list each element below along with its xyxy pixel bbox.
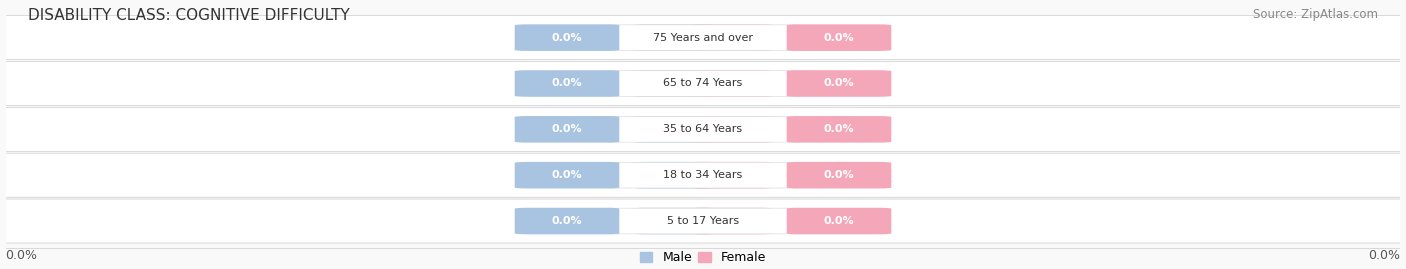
FancyBboxPatch shape: [787, 208, 891, 234]
FancyBboxPatch shape: [633, 208, 716, 234]
FancyBboxPatch shape: [787, 24, 891, 51]
Text: 0.0%: 0.0%: [551, 170, 582, 180]
FancyBboxPatch shape: [787, 70, 891, 97]
FancyBboxPatch shape: [606, 162, 800, 188]
FancyBboxPatch shape: [690, 162, 773, 189]
Text: 0.0%: 0.0%: [824, 124, 855, 134]
FancyBboxPatch shape: [515, 24, 619, 51]
FancyBboxPatch shape: [690, 24, 773, 51]
FancyBboxPatch shape: [6, 107, 1400, 151]
Text: 0.0%: 0.0%: [824, 79, 855, 89]
Text: 0.0%: 0.0%: [1368, 249, 1400, 263]
FancyBboxPatch shape: [633, 116, 716, 143]
FancyBboxPatch shape: [690, 208, 773, 234]
Text: 0.0%: 0.0%: [551, 33, 582, 43]
Text: 75 Years and over: 75 Years and over: [652, 33, 754, 43]
FancyBboxPatch shape: [515, 116, 619, 143]
FancyBboxPatch shape: [515, 208, 619, 234]
FancyBboxPatch shape: [606, 71, 800, 96]
Text: 18 to 34 Years: 18 to 34 Years: [664, 170, 742, 180]
FancyBboxPatch shape: [6, 16, 1400, 60]
FancyBboxPatch shape: [606, 116, 800, 142]
FancyBboxPatch shape: [515, 162, 619, 189]
FancyBboxPatch shape: [690, 70, 773, 97]
Text: 0.0%: 0.0%: [551, 124, 582, 134]
Text: 0.0%: 0.0%: [6, 249, 38, 263]
Text: 65 to 74 Years: 65 to 74 Years: [664, 79, 742, 89]
FancyBboxPatch shape: [690, 116, 773, 143]
Text: 5 to 17 Years: 5 to 17 Years: [666, 216, 740, 226]
Text: 0.0%: 0.0%: [824, 33, 855, 43]
Text: 0.0%: 0.0%: [824, 170, 855, 180]
FancyBboxPatch shape: [633, 70, 716, 97]
FancyBboxPatch shape: [606, 208, 800, 234]
Text: 0.0%: 0.0%: [551, 79, 582, 89]
FancyBboxPatch shape: [787, 116, 891, 143]
FancyBboxPatch shape: [633, 162, 716, 189]
Text: 35 to 64 Years: 35 to 64 Years: [664, 124, 742, 134]
FancyBboxPatch shape: [606, 25, 800, 51]
Text: 0.0%: 0.0%: [551, 216, 582, 226]
Text: Source: ZipAtlas.com: Source: ZipAtlas.com: [1253, 8, 1378, 21]
FancyBboxPatch shape: [6, 62, 1400, 105]
FancyBboxPatch shape: [787, 162, 891, 189]
FancyBboxPatch shape: [6, 199, 1400, 243]
FancyBboxPatch shape: [6, 153, 1400, 197]
FancyBboxPatch shape: [515, 70, 619, 97]
Legend: Male, Female: Male, Female: [637, 249, 769, 267]
FancyBboxPatch shape: [633, 24, 716, 51]
Text: DISABILITY CLASS: COGNITIVE DIFFICULTY: DISABILITY CLASS: COGNITIVE DIFFICULTY: [28, 8, 350, 23]
Text: 0.0%: 0.0%: [824, 216, 855, 226]
